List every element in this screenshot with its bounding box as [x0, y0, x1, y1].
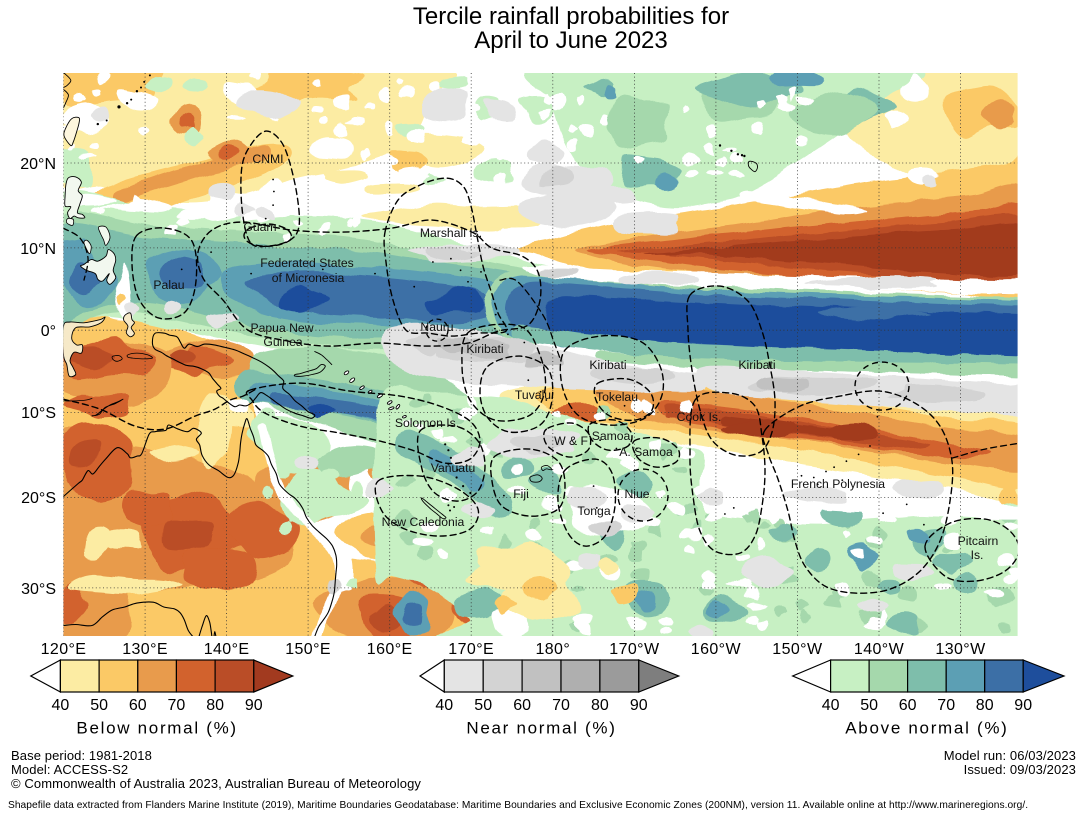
svg-text:Federated States: Federated States [261, 256, 355, 270]
svg-text:50: 50 [90, 697, 108, 714]
svg-text:90: 90 [630, 697, 648, 714]
svg-text:80: 80 [591, 697, 609, 714]
svg-text:Tokelau: Tokelau [596, 390, 638, 404]
svg-text:Fiji: Fiji [514, 487, 530, 501]
svg-text:60: 60 [899, 697, 917, 714]
svg-text:Samoa: Samoa [592, 429, 631, 443]
svg-text:Below normal (%): Below normal (%) [76, 719, 237, 738]
svg-text:50: 50 [474, 697, 492, 714]
svg-text:Pitcairn: Pitcairn [958, 534, 999, 548]
svg-text:Niue: Niue [625, 487, 650, 501]
svg-text:Guinea: Guinea [264, 335, 304, 349]
svg-text:40: 40 [52, 697, 70, 714]
svg-text:60: 60 [129, 697, 147, 714]
svg-text:W & F: W & F [554, 434, 588, 448]
svg-text:A. Samoa: A. Samoa [620, 445, 674, 459]
svg-text:70: 70 [937, 697, 955, 714]
svg-text:of Micronesia: of Micronesia [272, 271, 345, 285]
svg-text:90: 90 [1014, 697, 1032, 714]
svg-text:Near normal (%): Near normal (%) [466, 719, 616, 738]
svg-text:70: 70 [552, 697, 570, 714]
svg-text:70: 70 [168, 697, 186, 714]
svg-text:Palau: Palau [154, 278, 185, 292]
svg-text:CNMI: CNMI [253, 152, 284, 166]
svg-text:Vanuatu: Vanuatu [431, 461, 476, 475]
svg-text:Papua New: Papua New [251, 321, 314, 335]
svg-text:40: 40 [435, 697, 453, 714]
svg-text:Nauru: Nauru [421, 320, 454, 334]
svg-text:Kiribati: Kiribati [590, 358, 627, 372]
svg-text:Cook Is.: Cook Is. [677, 410, 722, 424]
svg-text:80: 80 [976, 697, 994, 714]
svg-text:Guam: Guam [244, 220, 277, 234]
svg-text:80: 80 [206, 697, 224, 714]
svg-text:Marshall Is.: Marshall Is. [420, 226, 482, 240]
svg-text:Tonga: Tonga [578, 504, 611, 518]
svg-text:Tuvalu: Tuvalu [515, 388, 551, 402]
svg-text:Is.: Is. [971, 548, 984, 562]
svg-text:40: 40 [822, 697, 840, 714]
svg-text:New Caledonia: New Caledonia [382, 515, 465, 529]
svg-text:Solomon Is.: Solomon Is. [395, 416, 459, 430]
svg-text:Above normal (%): Above normal (%) [845, 719, 1008, 738]
svg-text:60: 60 [513, 697, 531, 714]
svg-text:50: 50 [860, 697, 878, 714]
svg-text:90: 90 [245, 697, 263, 714]
svg-text:Kiribati: Kiribati [467, 342, 504, 356]
svg-text:Kiribati: Kiribati [739, 358, 776, 372]
svg-text:French Polynesia: French Polynesia [791, 477, 885, 491]
